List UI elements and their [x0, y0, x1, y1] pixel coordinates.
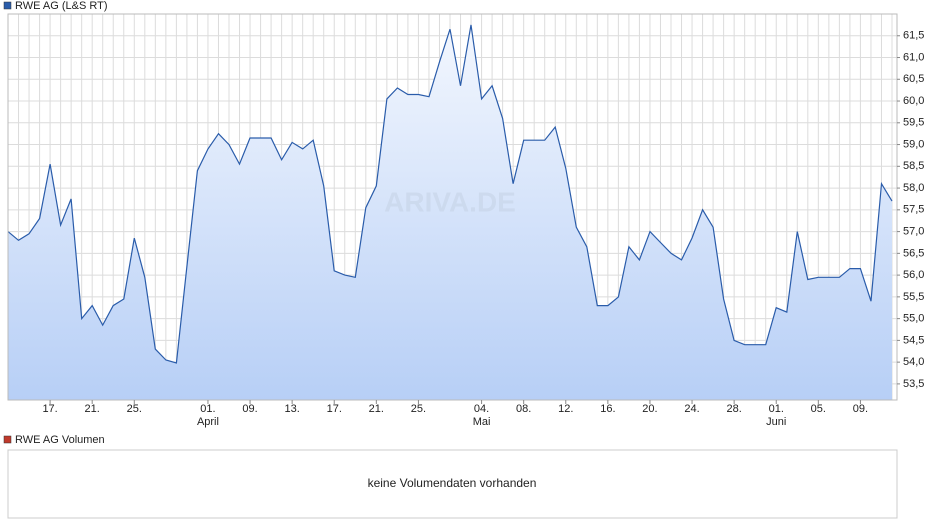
y-tick-label: 59,5	[903, 117, 924, 129]
x-tick-label: 24.	[684, 403, 699, 415]
x-tick-label: 09.	[853, 403, 868, 415]
x-tick-label: 17.	[42, 403, 57, 415]
y-tick-label: 56,5	[903, 247, 924, 259]
x-tick-label: 04.	[474, 403, 489, 415]
x-tick-label: 13.	[284, 403, 299, 415]
month-label: April	[197, 416, 219, 428]
y-tick-label: 58,5	[903, 160, 924, 172]
y-tick-label: 57,5	[903, 204, 924, 216]
x-tick-label: 05.	[811, 403, 826, 415]
watermark: ARIVA.DE	[384, 186, 516, 217]
volume-message: keine Volumendaten vorhanden	[368, 476, 537, 490]
x-tick-label: 09.	[242, 403, 257, 415]
legend-label: RWE AG Volumen	[15, 434, 105, 446]
y-tick-label: 60,0	[903, 95, 924, 107]
x-tick-label: 17.	[327, 403, 342, 415]
volume-frame	[7, 449, 898, 519]
plot	[7, 24, 893, 401]
y-tick-label: 61,5	[903, 30, 924, 42]
plot-frame	[7, 13, 898, 401]
month-label: Juni	[766, 416, 786, 428]
x-tick-label: 08.	[516, 403, 531, 415]
line	[7, 24, 893, 364]
y-tick-label: 55,0	[903, 313, 924, 325]
x-tick-label: 01.	[200, 403, 215, 415]
y-tick-label: 58,0	[903, 182, 924, 194]
y-tick-label: 60,5	[903, 73, 924, 85]
area	[8, 24, 892, 401]
x-tick-label: 25.	[127, 403, 142, 415]
legend-label: RWE AG (L&S RT)	[15, 0, 108, 12]
y-tick-label: 56,0	[903, 269, 924, 281]
y-tick-label: 61,0	[903, 51, 924, 63]
y-tick-label: 54,5	[903, 334, 924, 346]
x-tick-label: 25.	[411, 403, 426, 415]
x-tick-label: 28.	[726, 403, 741, 415]
legend-swatch	[3, 435, 12, 444]
month-label: Mai	[473, 416, 491, 428]
x-tick-label: 01.	[769, 403, 784, 415]
legend-swatch	[3, 1, 12, 10]
axes: 53,5 54,0 54,5 55,0 55,5 56,0 56,5 57,0 57,5 58,0…	[42, 30, 924, 428]
y-tick-label: 53,5	[903, 378, 924, 390]
x-tick-label: 12.	[558, 403, 573, 415]
x-tick-label: 16.	[600, 403, 615, 415]
x-tick-label: 21.	[85, 403, 100, 415]
x-tick-label: 21.	[369, 403, 384, 415]
y-tick-label: 57,0	[903, 225, 924, 237]
y-tick-label: 59,0	[903, 138, 924, 150]
y-tick-label: 54,0	[903, 356, 924, 368]
y-tick-label: 55,5	[903, 291, 924, 303]
x-tick-label: 20.	[642, 403, 657, 415]
